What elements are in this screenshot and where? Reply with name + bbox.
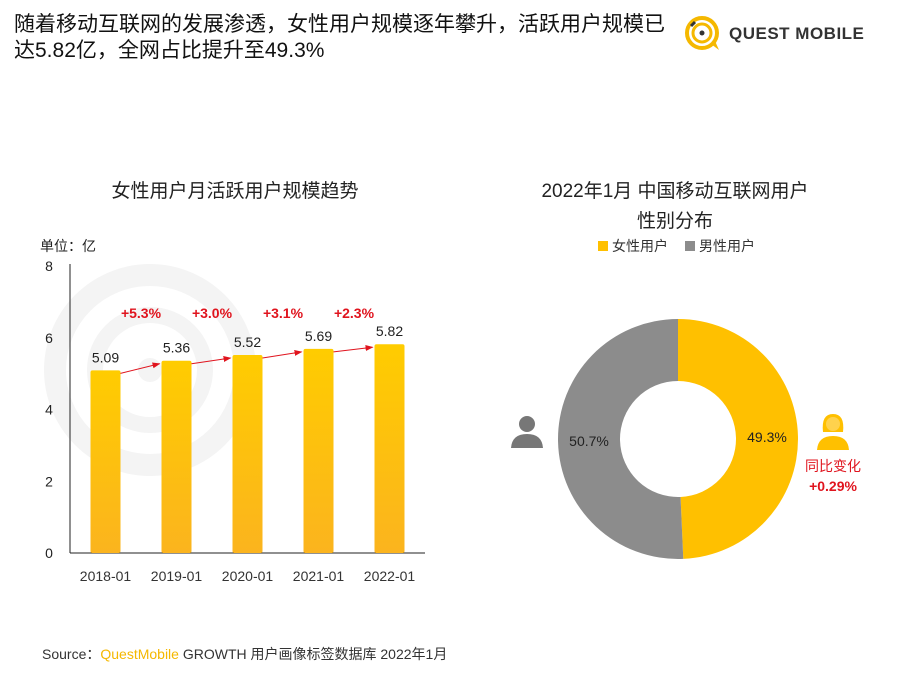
x-tick-label: 2020-01 xyxy=(222,568,274,584)
source-brand: QuestMobile xyxy=(100,646,179,662)
x-tick-label: 2022-01 xyxy=(364,568,416,584)
bar-2019-01 xyxy=(161,360,192,553)
slice-label: 50.7% xyxy=(569,433,609,449)
growth-arrow xyxy=(333,345,374,353)
pie-chart-title-line1: 2022年1月 中国移动互联网用户 xyxy=(541,181,809,202)
growth-label: +2.3% xyxy=(334,305,375,321)
slice-label: 49.3% xyxy=(747,429,787,445)
yoy-value: +0.29% xyxy=(809,478,857,494)
source-prefix: Source： xyxy=(42,646,101,662)
growth-label: +5.3% xyxy=(121,305,162,321)
slice-male xyxy=(558,319,684,559)
bar-2022-01 xyxy=(374,344,405,553)
yoy-label: 同比变化 xyxy=(805,458,861,474)
y-tick-label: 4 xyxy=(45,402,53,418)
bar-chart-title: 女性用户月活跃用户规模趋势 xyxy=(111,181,359,202)
source-text: GROWTH 用户画像标签数据库 2022年1月 xyxy=(178,646,448,662)
bar-value-label: 5.36 xyxy=(163,340,190,356)
page-title: 随着移动互联网的发展渗透，女性用户规模逐年攀升，活跃用户规模已达5.82亿，全网… xyxy=(14,13,665,62)
growth-arrow xyxy=(120,362,161,374)
slice-female xyxy=(678,319,799,559)
y-tick-label: 2 xyxy=(45,473,53,489)
logo: QUEST MOBILE xyxy=(683,14,864,54)
growth-arrow xyxy=(191,356,232,365)
male-person-icon xyxy=(511,416,543,448)
legend-male: 男性用户 xyxy=(699,238,755,254)
female-person-icon xyxy=(817,414,849,450)
y-tick-label: 0 xyxy=(45,545,53,561)
bar-2020-01 xyxy=(232,354,263,553)
bar-value-label: 5.82 xyxy=(376,323,403,339)
legend: 女性用户 男性用户 xyxy=(598,238,755,254)
bar-value-label: 5.69 xyxy=(305,328,332,344)
source-note: Source：QuestMobile GROWTH 用户画像标签数据库 2022… xyxy=(42,644,447,664)
unit-label: 单位：亿 xyxy=(40,238,96,254)
bar-2021-01 xyxy=(303,348,334,553)
quest-mobile-logo-icon xyxy=(685,16,719,50)
growth-arrow xyxy=(262,349,303,359)
legend-female: 女性用户 xyxy=(612,238,668,254)
pie-chart-title-line2: 性别分布 xyxy=(636,211,713,232)
y-tick-label: 8 xyxy=(45,258,53,274)
bar-value-label: 5.52 xyxy=(234,334,261,350)
legend-swatch-male xyxy=(685,241,695,251)
x-tick-label: 2018-01 xyxy=(80,568,132,584)
logo-text: QUEST MOBILE xyxy=(729,24,865,43)
x-tick-label: 2019-01 xyxy=(151,568,203,584)
bar-2018-01 xyxy=(90,370,121,553)
y-tick-label: 6 xyxy=(45,330,53,346)
legend-swatch-female xyxy=(598,241,608,251)
x-tick-label: 2021-01 xyxy=(293,568,345,584)
growth-label: +3.1% xyxy=(263,305,304,321)
bar-value-label: 5.09 xyxy=(92,349,119,365)
growth-label: +3.0% xyxy=(192,305,233,321)
